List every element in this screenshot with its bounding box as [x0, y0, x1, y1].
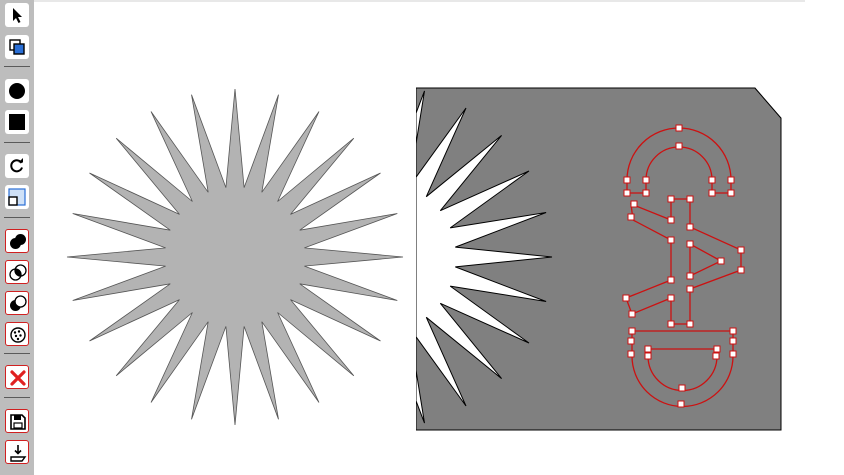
difference-tool-button[interactable] [5, 291, 29, 315]
selection-handle[interactable] [667, 195, 675, 203]
toolbar-separator [4, 142, 30, 143]
selection-handle[interactable] [630, 200, 638, 208]
selection-handle[interactable] [686, 285, 694, 293]
selection-handle[interactable] [628, 327, 636, 335]
selection-handle[interactable] [675, 124, 683, 132]
toolbar [0, 0, 34, 475]
selection-handle[interactable] [678, 384, 686, 392]
scale-tool-button[interactable] [5, 185, 29, 209]
selection-handle[interactable] [737, 246, 745, 254]
selection-handle[interactable] [737, 266, 745, 274]
duplicate-tool-button[interactable] [5, 35, 29, 59]
selection-handle[interactable] [623, 189, 631, 197]
selection-handle[interactable] [667, 294, 675, 302]
selection-handle[interactable] [627, 213, 635, 221]
rectangle-tool-button[interactable] [5, 110, 29, 134]
selection-handle[interactable] [729, 337, 737, 345]
toolbar-separator [4, 66, 30, 67]
selection-handle[interactable] [712, 352, 720, 360]
drawing-canvas[interactable] [34, 0, 844, 475]
selection-handle[interactable] [729, 327, 737, 335]
selection-handle[interactable] [686, 320, 694, 328]
selection-handle[interactable] [667, 320, 675, 328]
circle-icon [9, 83, 25, 99]
selection-handle[interactable] [667, 276, 675, 284]
selection-handle[interactable] [727, 176, 735, 184]
star-shape[interactable] [66, 88, 404, 426]
circle-tool-button[interactable] [5, 79, 29, 103]
xor-tool-button[interactable] [5, 322, 29, 346]
export-tool-button[interactable] [5, 440, 29, 464]
selection-handle[interactable] [623, 176, 631, 184]
intersection-tool-button[interactable] [5, 260, 29, 284]
union-icon [10, 234, 26, 249]
selection-handle[interactable] [686, 272, 694, 280]
selection-handle[interactable] [677, 400, 685, 408]
export-icon [10, 445, 27, 462]
selection-handle[interactable] [686, 240, 694, 248]
selection-handle[interactable] [667, 236, 675, 244]
canvas-top-edge [34, 0, 805, 2]
xor-icon [10, 327, 26, 343]
plate-border [416, 87, 782, 431]
delete-tool-button[interactable] [5, 365, 29, 389]
selection-handles[interactable] [622, 124, 745, 408]
selection-handle[interactable] [729, 350, 737, 358]
selection-handle[interactable] [686, 195, 694, 203]
difference-icon [10, 295, 27, 311]
delete-x-icon [10, 370, 26, 386]
square-icon [9, 114, 25, 130]
selection-handle[interactable] [644, 352, 652, 360]
selection-handle[interactable] [686, 223, 694, 231]
rotate-icon [10, 158, 23, 173]
selection-handle[interactable] [727, 189, 735, 197]
select-tool-button[interactable] [5, 3, 29, 27]
save-icon [10, 414, 26, 430]
save-tool-button[interactable] [5, 409, 29, 433]
selection-handle[interactable] [628, 310, 636, 318]
selection-handle[interactable] [642, 176, 650, 184]
toolbar-separator [4, 217, 30, 218]
rotate-tool-button[interactable] [5, 154, 29, 178]
intersection-icon [9, 264, 27, 281]
selection-handle[interactable] [627, 337, 635, 345]
selection-handle[interactable] [675, 142, 683, 150]
selection-handle[interactable] [644, 345, 652, 353]
plate-shape[interactable] [208, 85, 781, 430]
scale-icon [8, 188, 26, 206]
toolbar-separator [4, 397, 30, 398]
selection-handle[interactable] [713, 345, 721, 353]
selection-handle[interactable] [622, 294, 630, 302]
selection-handle[interactable] [708, 189, 716, 197]
selection-handle[interactable] [627, 350, 635, 358]
arrow-pointer-icon [13, 8, 22, 23]
union-tool-button[interactable] [5, 229, 29, 253]
selection-handle[interactable] [717, 257, 725, 265]
selection-handle[interactable] [708, 176, 716, 184]
selection-handle[interactable] [642, 189, 650, 197]
selection-handle[interactable] [667, 216, 675, 224]
toolbar-separator [4, 353, 30, 354]
duplicate-icon [9, 39, 25, 55]
